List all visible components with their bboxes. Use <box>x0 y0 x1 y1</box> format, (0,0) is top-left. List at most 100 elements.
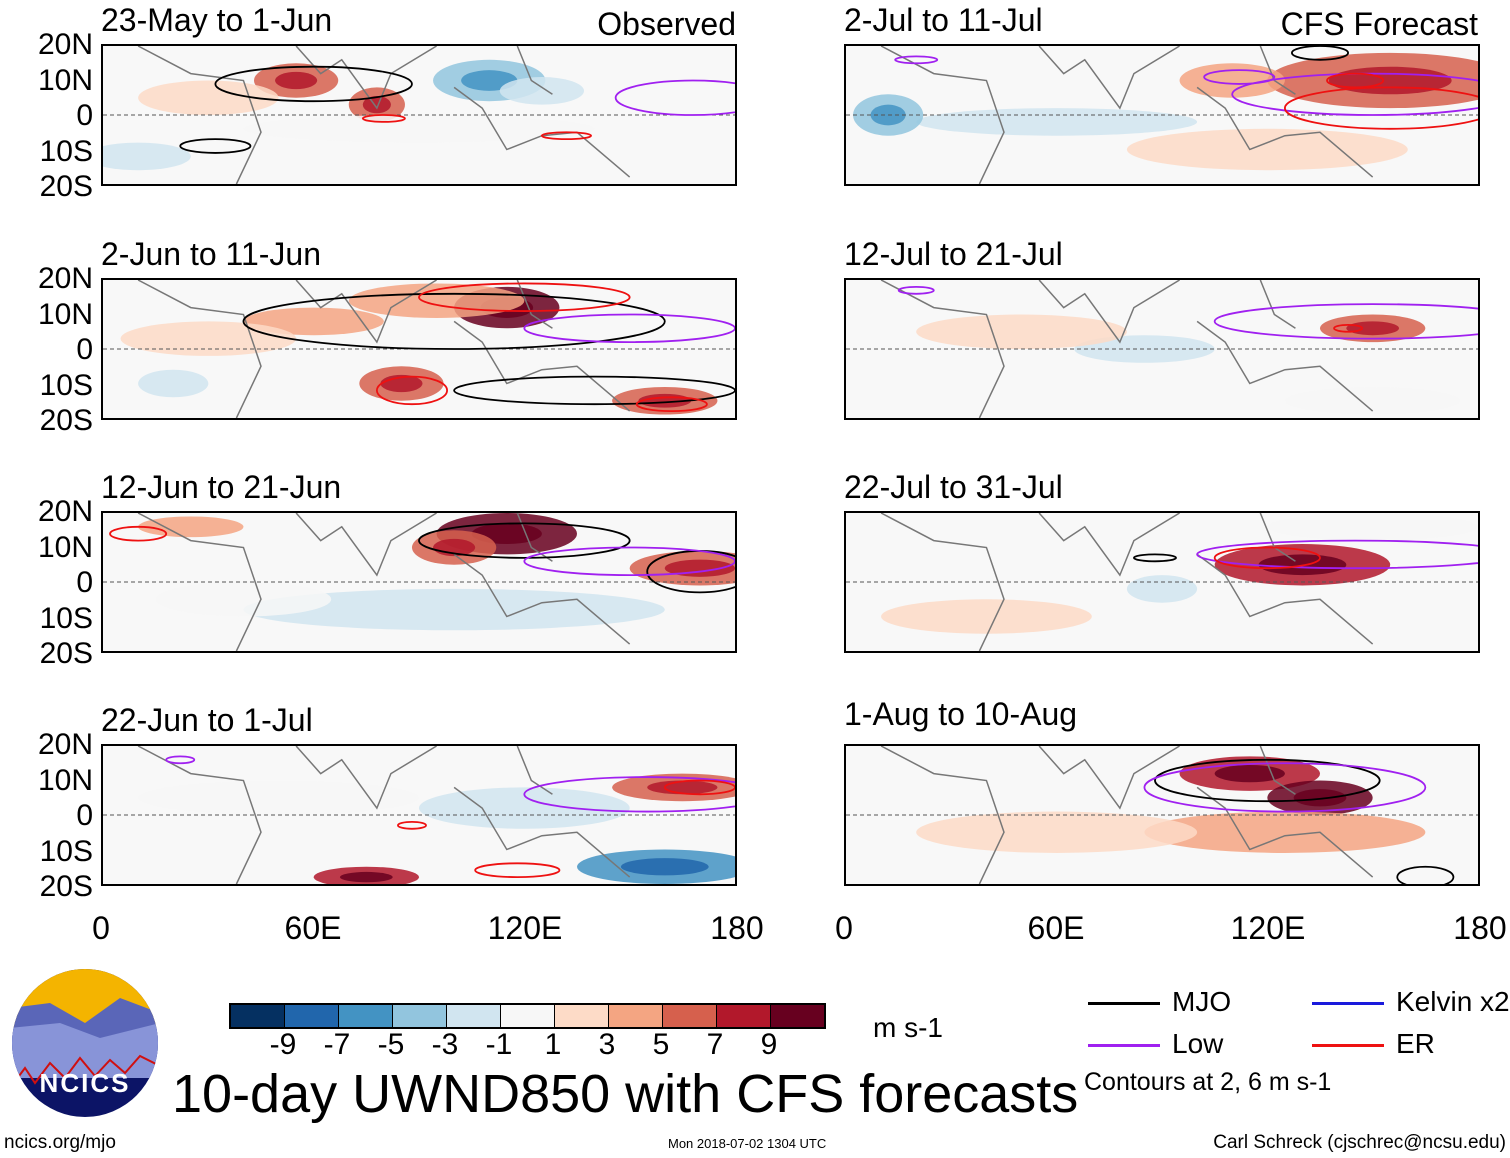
mjo-contour <box>1134 554 1176 561</box>
colorbar-label: -3 <box>431 1028 459 1061</box>
colorbar-swatch <box>231 1005 285 1027</box>
mjo-contour <box>1155 760 1380 801</box>
x-tick-label: 0 <box>92 910 110 946</box>
y-tick-label: 20N <box>37 728 93 761</box>
coast-maritime <box>1197 87 1373 177</box>
wind-anomaly <box>1284 386 1461 415</box>
colorbar-swatch <box>609 1005 663 1027</box>
y-tick-label: 20N <box>37 28 93 61</box>
coast-maritime <box>454 87 630 177</box>
panel-title: 2-Jun to 11-Jun <box>101 236 321 272</box>
continent-africa <box>881 746 1004 884</box>
wind-anomaly <box>243 588 665 631</box>
legend-kelvin-line <box>1312 1002 1384 1005</box>
y-tick-label: 10N <box>37 297 93 331</box>
low-contour <box>1197 541 1478 569</box>
wind-anomaly <box>916 108 1198 136</box>
y-tick-label: 10S <box>39 368 93 402</box>
coast-philippines <box>1260 746 1295 794</box>
er-contour <box>110 527 166 541</box>
coast-asia <box>296 513 436 575</box>
x-tick-label: 60E <box>284 910 342 946</box>
coast-asia <box>296 746 436 808</box>
wind-anomaly <box>1293 789 1347 807</box>
wind-anomaly <box>881 599 1092 634</box>
panel-title: 12-Jun to 21-Jun <box>101 469 342 505</box>
wind-anomaly <box>243 115 595 143</box>
wind-anomaly <box>155 582 332 617</box>
map-panel <box>101 511 737 653</box>
wind-anomaly <box>1144 811 1426 853</box>
panel-title: 22-Jul to 31-Jul <box>844 469 1063 505</box>
ncics-logo: NCICS <box>10 968 160 1118</box>
mjo-contour <box>1292 46 1348 60</box>
map-panel <box>844 744 1480 886</box>
er-contour <box>377 377 447 405</box>
coast-maritime <box>454 321 630 411</box>
y-tick-label: 0 <box>76 566 93 599</box>
colorbar-label: 1 <box>544 1028 562 1061</box>
x-tick-label: 120E <box>1230 910 1306 946</box>
coast-asia <box>1039 280 1179 342</box>
x-tick-label: 120E <box>487 910 563 946</box>
y-tick-label: 10S <box>39 834 93 868</box>
map-panel <box>101 278 737 420</box>
coast-asia <box>296 280 436 342</box>
colorbar-swatch <box>501 1005 555 1027</box>
logo-text: NCICS <box>40 1068 131 1098</box>
wind-anomaly <box>275 71 318 90</box>
wind-anomaly <box>120 321 297 356</box>
y-tick-label: 20S <box>39 637 93 670</box>
colorbar-swatch <box>771 1005 824 1027</box>
wind-anomaly <box>1328 66 1452 95</box>
y-tick-label: 10N <box>37 763 93 797</box>
coast-maritime <box>454 787 630 877</box>
wind-anomaly <box>419 787 630 829</box>
mjo-contour <box>419 523 630 558</box>
low-contour <box>524 777 735 812</box>
y-tick-label: 10N <box>37 530 93 564</box>
er-contour <box>1327 74 1383 88</box>
continent-africa <box>881 46 1004 184</box>
panel-title: 23-May to 1-Jun <box>101 2 333 38</box>
colorbar-swatch <box>339 1005 393 1027</box>
er-contour <box>637 397 707 411</box>
low-contour <box>1204 70 1274 84</box>
colorbar-swatch <box>285 1005 339 1027</box>
er-contour <box>419 283 630 311</box>
x-tick-label: 180 <box>1453 910 1507 946</box>
source-link[interactable]: ncics.org/mjo <box>4 1132 116 1153</box>
colorbar-units: m s-1 <box>873 1012 943 1043</box>
wind-anomaly <box>1346 321 1399 336</box>
wind-anomaly <box>138 780 419 815</box>
colorbar-label: 5 <box>652 1028 670 1061</box>
low-contour <box>895 56 937 63</box>
colorbar-swatch <box>447 1005 501 1027</box>
wind-anomaly <box>138 516 244 538</box>
colorbar-label: -7 <box>323 1028 351 1061</box>
continent-africa <box>138 513 261 651</box>
forecast-label: CFS Forecast <box>1280 6 1478 42</box>
legend-low-label: Low <box>1172 1028 1224 1059</box>
legend-kelvin-label: Kelvin x2 <box>1396 986 1510 1017</box>
colorbar-label: 7 <box>706 1028 724 1061</box>
colorbar-swatch <box>393 1005 447 1027</box>
er-contour <box>665 781 735 795</box>
colorbar-swatch <box>555 1005 609 1027</box>
er-contour <box>1215 548 1320 569</box>
mjo-contour <box>243 294 664 349</box>
low-contour <box>1232 74 1478 115</box>
coast-maritime <box>1197 321 1373 411</box>
coast-philippines <box>517 746 552 794</box>
legend-mjo-line <box>1088 1002 1160 1005</box>
wind-anomaly <box>348 283 525 318</box>
coast-maritime <box>1197 554 1373 644</box>
y-tick-label: 10S <box>39 601 93 635</box>
map-panel <box>101 744 737 886</box>
wind-anomaly <box>620 858 709 876</box>
colorbar <box>229 1003 826 1029</box>
colorbar-label: -9 <box>269 1028 297 1061</box>
continent-africa <box>881 513 1004 651</box>
wind-anomaly <box>916 314 1127 349</box>
wind-anomaly <box>916 811 1198 853</box>
